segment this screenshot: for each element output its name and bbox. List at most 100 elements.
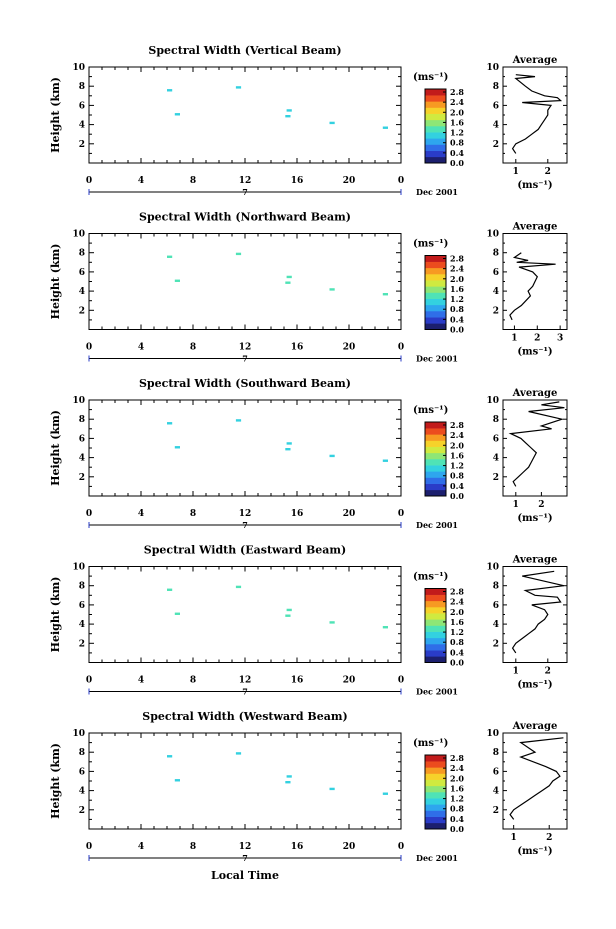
- colorbar-segment: [425, 471, 446, 478]
- y-tick-label: 8: [79, 415, 85, 425]
- colorbar-tick-label: 0.4: [450, 481, 464, 491]
- plot-frame: [88, 66, 402, 164]
- average-x-tick-label: 2: [534, 334, 540, 344]
- heatmap-cell: [382, 792, 388, 795]
- x-tick-label: 20: [343, 176, 356, 186]
- y-tick-label: 8: [79, 249, 85, 259]
- colorbar-tick-label: 2.4: [450, 597, 464, 607]
- average-title: Average: [512, 555, 558, 566]
- colorbar-segment: [425, 594, 446, 602]
- colorbar-segment: [425, 588, 446, 595]
- y-tick-label: 2: [79, 806, 85, 816]
- x-tick-label: 0: [398, 676, 404, 686]
- x-tick-label: 4: [138, 842, 144, 852]
- colorbar-tick-label: 2.4: [450, 763, 464, 773]
- y-tick-label: 8: [79, 82, 85, 92]
- y-tick-label: 2: [79, 306, 85, 316]
- average-x-tick-label: 1: [513, 167, 519, 177]
- colorbar-tick-label: 0.4: [450, 647, 464, 657]
- colorbar-segment: [425, 150, 446, 158]
- panel-title: Spectral Width (Southward Beam): [139, 377, 351, 390]
- chart-panel-0: Spectral Width (Vertical Beam)0 4 8 12 16 20 0…: [49, 44, 568, 197]
- day-label: 7: [242, 187, 248, 197]
- day-label: 7: [242, 853, 248, 863]
- colorbar-segment: [425, 113, 446, 121]
- x-tick-label: 8: [190, 842, 196, 852]
- heatmap-cell: [235, 752, 242, 755]
- heatmap-cell: [382, 459, 388, 462]
- colorbar-tick-label: 0.8: [450, 804, 464, 814]
- colorbar-segment: [425, 95, 446, 102]
- y-axis-label: Height (km): [49, 410, 62, 486]
- colorbar-tick-label: 1.6: [450, 783, 464, 793]
- average-y-tick-label: 10: [486, 63, 499, 73]
- average-y-tick-label: 10: [486, 230, 499, 240]
- colorbar-tick-label: 2.0: [450, 440, 464, 450]
- average-profile-line: [511, 74, 563, 154]
- x-tick-label: 0: [398, 343, 404, 353]
- colorbar-segment: [425, 822, 446, 830]
- colorbar-segment: [425, 107, 446, 114]
- chart-panel-1: Spectral Width (Northward Beam)0 4 8 12 16 20…: [49, 211, 568, 364]
- colorbar-frame: [424, 88, 447, 164]
- colorbar-tick-label: 2.8: [450, 753, 464, 763]
- heatmap-cell: [329, 121, 335, 125]
- colorbar-segment: [425, 489, 446, 497]
- day-label: 7: [242, 687, 248, 697]
- average-title: Average: [512, 222, 558, 233]
- average-x-label: (ms⁻¹): [517, 347, 552, 358]
- y-tick-label: 10: [72, 729, 85, 739]
- heatmap-cell: [174, 612, 180, 615]
- y-tick-label: 8: [79, 582, 85, 592]
- colorbar-tick-label: 2.8: [450, 254, 464, 264]
- colorbar-segment: [425, 440, 446, 447]
- average-x-tick-label: 2: [545, 167, 551, 177]
- average-x-tick-label: 2: [546, 833, 552, 843]
- colorbar-segment: [425, 119, 446, 127]
- colorbar-segment: [425, 477, 446, 484]
- colorbar-segment: [425, 656, 446, 663]
- heatmap-cell: [235, 419, 242, 422]
- x-tick-label: 4: [138, 676, 144, 686]
- x-tick-label: 4: [138, 509, 144, 519]
- colorbar-tick-label: 0.4: [450, 814, 464, 824]
- colorbar-segment: [425, 452, 446, 460]
- average-frame: [502, 732, 568, 830]
- heatmap-cell: [286, 109, 292, 112]
- average-title: Average: [512, 388, 558, 399]
- heatmap-cell: [167, 422, 173, 425]
- average-profile-line: [509, 252, 556, 321]
- colorbar-tick-label: 2.0: [450, 773, 464, 783]
- heatmap-cell: [329, 288, 335, 291]
- colorbar-segment: [425, 428, 446, 435]
- average-x-tick-label: 1: [513, 500, 519, 510]
- average-y-tick-label: 6: [493, 601, 499, 611]
- heatmap-cell: [285, 781, 291, 784]
- y-tick-label: 6: [79, 101, 85, 111]
- average-y-tick-label: 2: [493, 806, 499, 816]
- colorbar-segment: [425, 792, 446, 799]
- colorbar-tick-label: 1.2: [450, 627, 464, 637]
- x-tick-label: 8: [190, 343, 196, 353]
- x-tick-label: 16: [291, 343, 304, 353]
- colorbar-segment: [425, 773, 446, 780]
- colorbar-segment: [425, 446, 446, 454]
- colorbar-unit: (ms⁻¹): [413, 572, 448, 583]
- average-y-tick-label: 6: [493, 434, 499, 444]
- average-profile-line: [509, 737, 564, 820]
- colorbar-tick-label: 1.2: [450, 794, 464, 804]
- colorbar-segment: [425, 600, 446, 608]
- heatmap-cell: [174, 779, 180, 782]
- date-label: Dec 2001: [416, 687, 458, 697]
- average-y-tick-label: 6: [493, 268, 499, 278]
- colorbar-segment: [425, 422, 446, 429]
- colorbar-tick-label: 0.0: [450, 158, 464, 168]
- average-y-tick-label: 4: [493, 620, 499, 630]
- heatmap-cell: [285, 614, 291, 617]
- heatmap-cell: [382, 293, 388, 296]
- x-tick-label: 0: [398, 509, 404, 519]
- x-tick-label: 16: [291, 509, 304, 519]
- x-tick-label: 12: [239, 676, 252, 686]
- y-tick-label: 4: [79, 287, 85, 297]
